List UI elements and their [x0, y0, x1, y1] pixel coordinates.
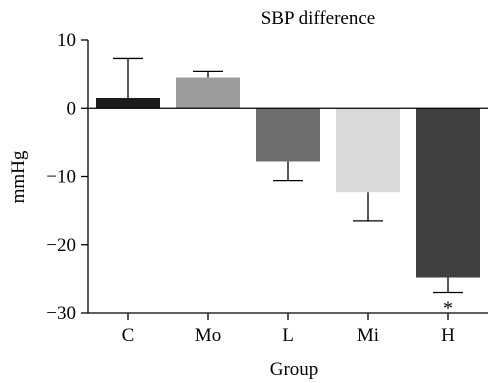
x-tick-label-mi: Mi	[357, 325, 379, 346]
y-tick-label: −10	[46, 167, 76, 188]
y-tick-label: −30	[46, 303, 76, 324]
bar-c	[96, 98, 160, 109]
significance-marker: *	[443, 298, 453, 320]
chart-title: SBP difference	[261, 8, 376, 29]
y-tick-label: −20	[46, 235, 76, 256]
y-ticks: −30 −20 −10 0 10	[46, 30, 88, 324]
y-tick-label: 0	[67, 98, 77, 119]
error-bar-h	[433, 277, 463, 294]
error-bar-mi	[353, 192, 383, 222]
y-tick-label: 10	[57, 30, 76, 51]
x-tick-label-c: C	[122, 325, 135, 346]
x-tick-label-mo: Mo	[195, 325, 221, 346]
error-bar-l	[273, 161, 303, 182]
bar-h	[416, 108, 480, 278]
x-ticks: C Mo L Mi H	[122, 313, 455, 346]
x-tick-label-h: H	[441, 325, 455, 346]
x-tick-label-l: L	[282, 325, 294, 346]
bar-l	[256, 108, 320, 162]
bar-mi	[336, 108, 400, 193]
error-bar-mo	[193, 70, 223, 78]
error-bars	[113, 57, 463, 294]
error-bar-c	[113, 57, 143, 99]
annotations: *	[443, 298, 453, 320]
bar-mo	[176, 77, 240, 109]
y-axis-title: mmHg	[8, 150, 29, 203]
x-axis-title: Group	[270, 359, 319, 380]
bars	[96, 77, 480, 278]
